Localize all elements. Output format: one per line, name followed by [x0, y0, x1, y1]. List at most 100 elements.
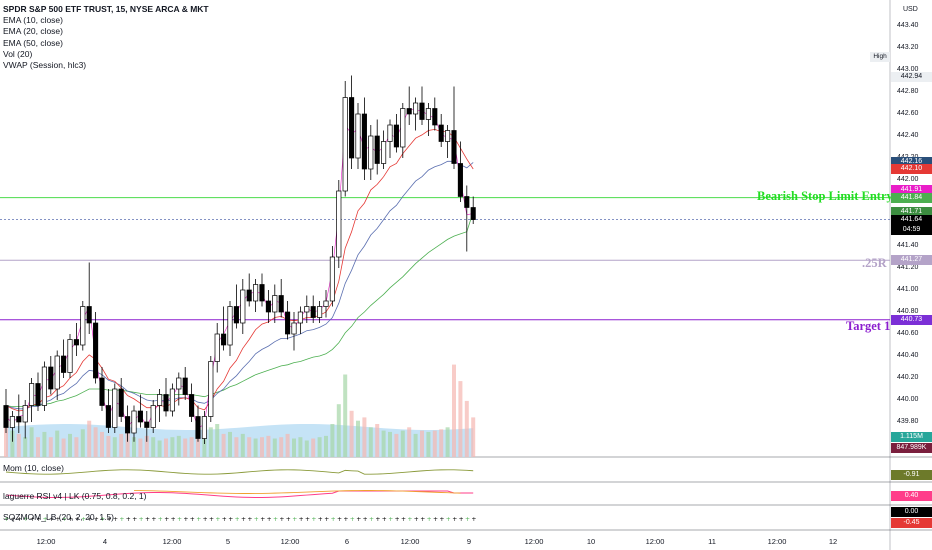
volume-bar	[202, 437, 207, 457]
ema50-line	[5, 211, 474, 408]
sqz-dot: +	[177, 516, 182, 523]
volume-bar	[74, 437, 79, 457]
volume-bar	[112, 437, 117, 457]
volume-bar	[394, 433, 399, 457]
sqz-dot: +	[382, 516, 387, 523]
volume-bar	[292, 438, 296, 457]
legend-ema20[interactable]: EMA (20, close)	[3, 26, 63, 37]
volume-bar	[42, 431, 47, 457]
sqz-dot: +	[395, 516, 400, 523]
time-tick-label: 12	[828, 537, 838, 546]
legend-ema50[interactable]: EMA (50, close)	[3, 37, 63, 48]
volume-bar	[80, 429, 85, 457]
volume-bar	[100, 431, 104, 457]
sqz-dot: +	[43, 516, 48, 523]
volume-bar	[458, 381, 463, 457]
high-price-badge: 442.94	[891, 71, 932, 82]
sqz-dot: +	[452, 516, 457, 523]
volume-bar	[151, 437, 156, 457]
price-tick-label: 442.40	[897, 132, 919, 139]
candle-body	[285, 311, 291, 335]
price-tick-label: 442.00	[897, 176, 919, 183]
price-tick-label: 440.80	[897, 308, 919, 315]
sqz-dot: +	[369, 516, 374, 523]
volume-bar	[439, 429, 444, 457]
sqz-dot: +	[331, 516, 336, 523]
sqz-dot: +	[145, 516, 150, 523]
candle-body	[278, 295, 284, 313]
sqz-dot: +	[30, 516, 35, 523]
sqz-dot: +	[241, 516, 246, 523]
volume-bar	[132, 437, 136, 457]
candle-body	[208, 361, 214, 417]
candle-body	[259, 284, 265, 302]
volume-bar	[221, 433, 226, 457]
sqz-value-badge-2: -0.45	[891, 518, 932, 528]
candle-body	[349, 97, 355, 159]
candle-body	[112, 388, 118, 428]
sqz-dot: +	[337, 516, 342, 523]
sqz-dot: +	[126, 516, 131, 523]
indicator-panes: + + + + + + + + + + + + + + + + + + + + + + + + + + + + + + + + + + + + + + + +…	[4, 469, 476, 523]
sqz-pane-label[interactable]: SQZMOM_LB (20, 2, 20, 1.5)	[3, 512, 115, 522]
rsi-pane-label[interactable]: laguerre RSI v4 | LK (0.75, 0.8, 0.2, 1)	[3, 491, 147, 501]
volume-bar	[336, 404, 341, 457]
price-badge: 441.91	[891, 184, 932, 195]
time-tick-label: 12:00	[162, 537, 182, 546]
candle-body	[253, 284, 259, 302]
sqz-dot: +	[305, 516, 310, 523]
sqz-dot: +	[87, 516, 92, 523]
sqz-dot: +	[55, 516, 60, 523]
time-tick-label: 10	[586, 537, 596, 546]
sqz-dot: +	[235, 516, 240, 523]
price-tick-label: 442.80	[897, 88, 919, 95]
volume-bar	[445, 427, 450, 457]
sqz-dot: +	[49, 516, 54, 523]
candle-body	[246, 289, 252, 302]
sqz-dot: +	[4, 516, 9, 523]
volume-bar	[48, 437, 53, 457]
candle-body	[227, 306, 233, 346]
legend-volume[interactable]: Vol (20)	[3, 48, 33, 59]
volume-bar	[215, 424, 220, 457]
candle-body	[381, 141, 387, 164]
sqz-dot: +	[247, 516, 252, 523]
volume-bar	[23, 437, 28, 457]
volume-bar	[234, 437, 239, 457]
candle-body	[438, 124, 444, 142]
horizontal-lines	[0, 197, 890, 321]
sqz-dot: +	[363, 516, 368, 523]
candle-body	[157, 394, 163, 406]
candle-body	[214, 333, 220, 362]
legend-vwap[interactable]: VWAP (Session, hlc3)	[3, 60, 87, 71]
volume-bar	[189, 437, 194, 457]
volume-bar	[452, 364, 456, 457]
volume-bar	[68, 433, 72, 457]
volume-bar	[36, 437, 40, 457]
sqz-dot: +	[286, 516, 291, 523]
candle-body	[457, 163, 463, 197]
candle-body	[169, 388, 175, 412]
ema10-line	[5, 128, 474, 412]
price-badge: 442.10	[891, 164, 932, 174]
price-tick-label: 441.00	[897, 286, 919, 293]
mom-pane-label[interactable]: Mom (10, close)	[3, 463, 64, 473]
candle-body	[80, 306, 86, 346]
sqz-dot: +	[311, 516, 316, 523]
candle-body	[291, 322, 297, 335]
volume-bar	[400, 430, 405, 457]
price-tick-label: 442.60	[897, 110, 919, 117]
candle-body	[342, 97, 348, 192]
volume-bar	[228, 431, 232, 457]
volume-bar	[125, 430, 130, 457]
candle-body	[406, 108, 412, 115]
price-tick-label: 440.20	[897, 374, 919, 381]
sqz-dot: +	[279, 516, 284, 523]
volume-bar	[368, 427, 373, 457]
legend-ema10[interactable]: EMA (10, close)	[3, 15, 63, 26]
price-tick-label: 443.00	[897, 66, 919, 73]
price-tick-label: 440.60	[897, 330, 919, 337]
